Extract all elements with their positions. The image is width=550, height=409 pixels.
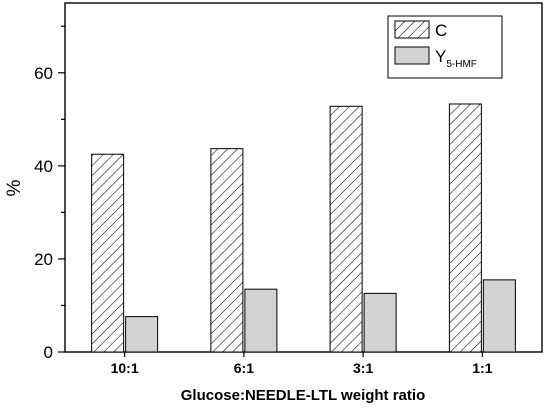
- x-tick-label: 1:1: [472, 360, 492, 376]
- bar-c-6-1: [210, 148, 244, 353]
- legend-label: C: [435, 21, 447, 40]
- bar-y-1-1: [482, 279, 516, 353]
- legend-swatch: [394, 46, 430, 65]
- x-tick-label: 3:1: [353, 360, 373, 376]
- y-axis: 0 20 40 60: [34, 25, 65, 362]
- x-tick-label: 10:1: [111, 360, 139, 376]
- plot-frame: [64, 2, 543, 353]
- y-tick-label: 40: [34, 157, 53, 176]
- y-axis-title: %: [4, 179, 25, 196]
- legend: CY5-HMF: [387, 15, 503, 79]
- x-axis: 10:1 6:1 3:1 1:1: [111, 352, 493, 376]
- x-tick-label: 6:1: [234, 360, 254, 376]
- legend-swatch: [394, 20, 430, 39]
- bar-y-10-1: [125, 316, 159, 353]
- y-tick-label: 20: [34, 250, 53, 269]
- bar-y-3-1: [363, 292, 397, 353]
- y-tick-label: 0: [44, 343, 53, 362]
- bars: [91, 103, 516, 353]
- y-tick-label: 60: [34, 64, 53, 83]
- bar-c-3-1: [329, 105, 363, 353]
- x-axis-title: Glucose:NEEDLE-LTL weight ratio: [181, 387, 425, 404]
- bar-y-6-1: [244, 288, 278, 353]
- bar-c-1-1: [448, 103, 482, 353]
- bar-c-10-1: [91, 153, 125, 353]
